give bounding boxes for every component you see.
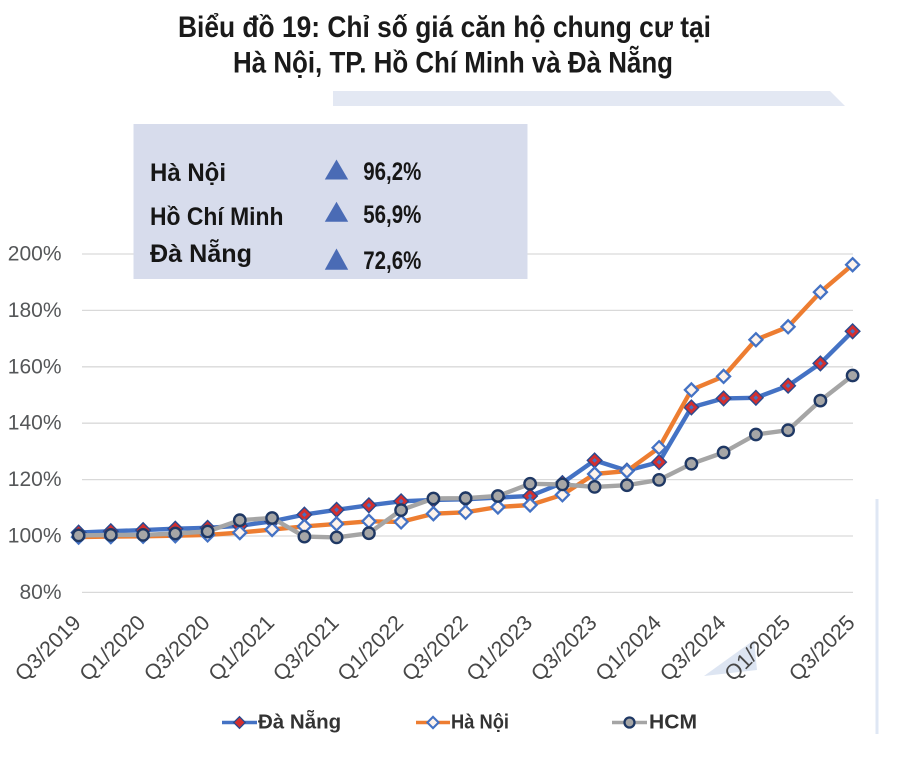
svg-text:96,2%: 96,2% xyxy=(363,158,421,186)
svg-text:200%: 200% xyxy=(8,243,62,266)
svg-text:80%: 80% xyxy=(19,581,61,604)
svg-text:180%: 180% xyxy=(8,299,62,322)
svg-text:100%: 100% xyxy=(8,525,62,548)
svg-text:Biểu đồ 19: Chỉ số giá căn hộ: Biểu đồ 19: Chỉ số giá căn hộ chung cư t… xyxy=(178,11,711,44)
svg-text:Hồ Chí Minh: Hồ Chí Minh xyxy=(150,203,284,231)
svg-text:Hà Nội: Hà Nội xyxy=(451,711,509,734)
svg-text:Hà Nội: Hà Nội xyxy=(150,159,226,187)
svg-text:140%: 140% xyxy=(8,412,62,435)
svg-text:56,9%: 56,9% xyxy=(363,201,421,229)
svg-text:160%: 160% xyxy=(8,355,62,378)
svg-text:72,6%: 72,6% xyxy=(363,247,421,275)
svg-text:Đà Nẵng: Đà Nẵng xyxy=(150,238,252,268)
svg-text:Hà Nội, TP. Hồ Chí Minh và Đà: Hà Nội, TP. Hồ Chí Minh và Đà Nẵng xyxy=(233,46,673,80)
svg-text:Đà Nẵng: Đà Nẵng xyxy=(258,710,341,734)
svg-text:120%: 120% xyxy=(8,468,62,491)
svg-text:HCM: HCM xyxy=(649,711,697,734)
